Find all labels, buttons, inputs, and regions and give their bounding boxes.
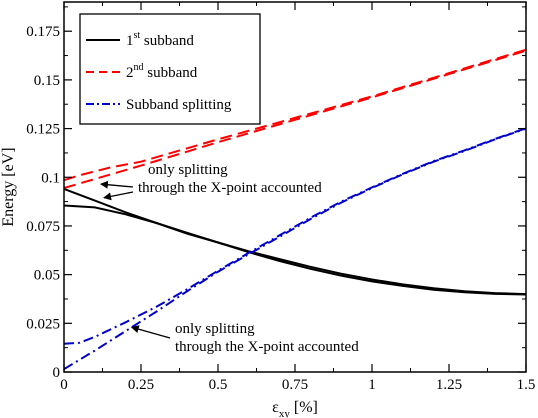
annotation-arrow-1-2 — [103, 191, 134, 201]
y-tick-label: 0.15 — [34, 73, 60, 89]
y-tick-label: 0.175 — [26, 24, 60, 40]
legend-label-superscript: nd — [134, 62, 144, 73]
legend-label-1: 1st subband — [126, 30, 194, 49]
x-tick-label: 0.75 — [282, 377, 308, 393]
x-axis-label-subscript: xy — [279, 408, 291, 418]
legend-box — [79, 13, 261, 125]
axes-ticks: 0 0.25 0.5 0.75 1 1.25 1.5 0 0.025 0.05 0.075 0.1 0.… — [26, 2, 535, 393]
series-line-4 — [63, 48, 527, 182]
annotation-text-1-1: only splitting — [148, 162, 228, 178]
x-tick-label: 1 — [368, 377, 376, 393]
y-tick-label: 0.05 — [34, 268, 60, 284]
annotation-arrow-2-1 — [130, 325, 171, 339]
x-axis-label: εxy [%] — [272, 399, 318, 418]
series-layer — [63, 48, 527, 370]
legend-label-superscript: st — [134, 30, 141, 41]
legend: 1st subband 2nd subband Subband splitting — [79, 13, 261, 125]
x-tick-label: 0 — [60, 377, 68, 393]
legend-label-2: 2nd subband — [126, 62, 198, 81]
legend-label-3: Subband splitting — [126, 97, 232, 113]
legend-label-rest: subband — [144, 65, 198, 81]
legend-label-rest: subband — [140, 33, 194, 49]
x-tick-label: 1.25 — [436, 377, 462, 393]
x-tick-label: 0.25 — [128, 377, 154, 393]
y-axis-label: Energy [eV] — [0, 147, 17, 226]
x-axis-label-unit: [%] — [290, 399, 318, 416]
annotations: only splitting through the X-point accoun… — [99, 162, 359, 355]
x-tick-label: 1.5 — [517, 377, 536, 393]
series-line-6 — [63, 127, 527, 345]
y-tick-label: 0.125 — [26, 122, 60, 138]
y-tick-label: 0.025 — [26, 316, 60, 332]
y-tick-label: 0.1 — [41, 170, 60, 186]
annotation-text-1-2: through the X-point accounted — [138, 180, 322, 196]
y-tick-label: 0.075 — [26, 219, 60, 235]
annotation-arrow-1-1 — [99, 180, 134, 189]
y-tick-label: 0 — [53, 365, 61, 381]
x-tick-label: 0.5 — [209, 377, 228, 393]
annotation-text-2-1: only splitting — [175, 321, 255, 337]
series-line-5 — [63, 127, 527, 370]
series-line-1 — [63, 187, 527, 296]
annotation-text-2-2: through the X-point accounted — [175, 339, 359, 355]
series-line-2 — [63, 204, 527, 296]
